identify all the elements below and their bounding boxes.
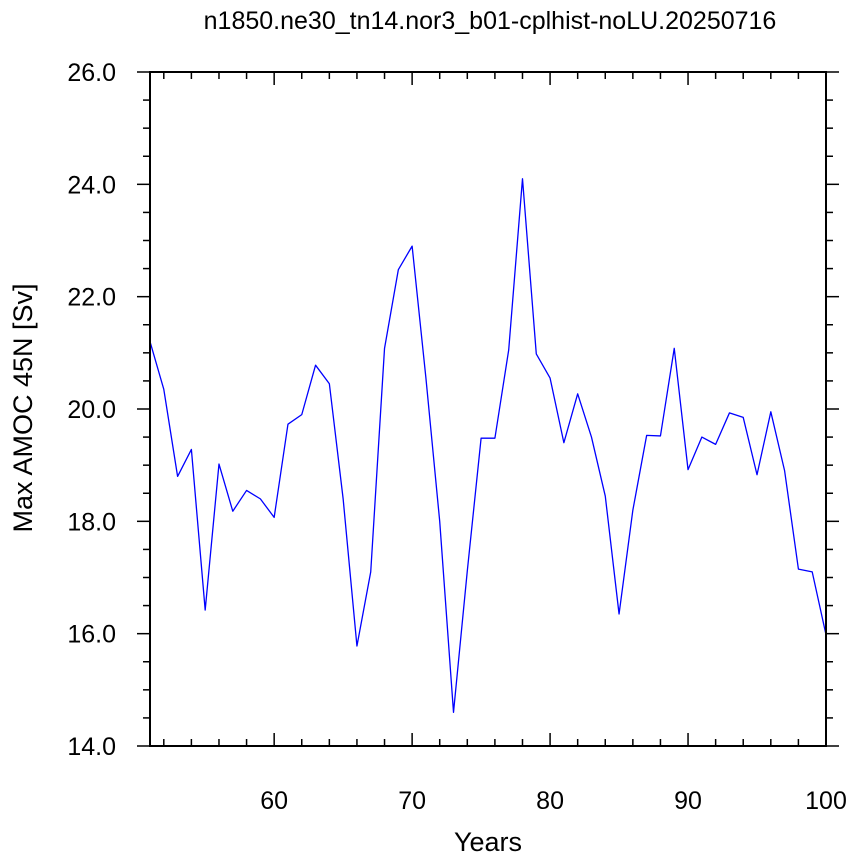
x-tick-label: 80 <box>536 787 564 815</box>
plot-area <box>149 178 827 713</box>
x-tick-label: 90 <box>674 787 702 815</box>
y-axis-label: Max AMOC 45N [Sv] <box>8 283 38 532</box>
y-tick-label: 24.0 <box>67 171 116 199</box>
x-tick-label: 60 <box>260 787 288 815</box>
y-tick-label: 18.0 <box>67 508 116 536</box>
plot-frame <box>149 71 827 747</box>
tick-labels: 60 70 80 90 100 14.0 16.0 18.0 20.0 22.0 24.0 26.0 <box>67 59 847 815</box>
y-tick-label: 22.0 <box>67 284 116 312</box>
y-tick-label: 16.0 <box>67 621 116 649</box>
x-tick-label: 100 <box>805 787 847 815</box>
axis-ticks <box>137 71 839 747</box>
chart-title: n1850.ne30_tn14.nor3_b01-cplhist-noLU.20… <box>204 7 777 35</box>
y-tick-label: 26.0 <box>67 59 116 87</box>
x-tick-label: 70 <box>398 787 426 815</box>
x-axis-label: Years <box>454 827 522 857</box>
y-tick-label: 14.0 <box>67 733 116 761</box>
series-line <box>149 178 827 713</box>
y-tick-label: 20.0 <box>67 396 116 424</box>
